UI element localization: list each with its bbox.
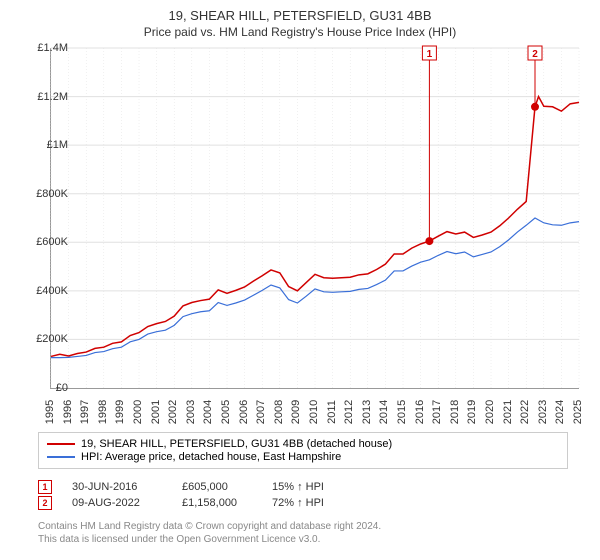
y-axis-label: £0 [23, 382, 68, 394]
legend-swatch-hpi [47, 456, 75, 458]
x-axis-label: 2015 [396, 397, 408, 427]
x-axis-label: 2012 [343, 397, 355, 427]
plot-area: 12 [50, 48, 579, 389]
y-axis-label: £1.4M [23, 42, 68, 54]
x-axis-label: 2001 [150, 397, 162, 427]
x-axis-label: 2021 [502, 397, 514, 427]
row-marker-2: 2 [38, 496, 52, 510]
y-axis-label: £400K [23, 285, 68, 297]
row-hpi-2: 72% ↑ HPI [272, 497, 362, 509]
x-axis-label: 2017 [431, 397, 443, 427]
x-axis-label: 2025 [572, 397, 584, 427]
transaction-rows: 1 30-JUN-2016 £605,000 15% ↑ HPI 2 09-AU… [38, 478, 362, 512]
x-axis-label: 2003 [185, 397, 197, 427]
legend-box: 19, SHEAR HILL, PETERSFIELD, GU31 4BB (d… [38, 432, 568, 469]
y-axis-label: £600K [23, 236, 68, 248]
x-axis-label: 2009 [290, 397, 302, 427]
marker-label-2: 2 [532, 49, 538, 60]
footer-line1: Contains HM Land Registry data © Crown c… [38, 520, 381, 533]
x-axis-label: 2011 [326, 397, 338, 427]
x-axis-label: 2023 [537, 397, 549, 427]
legend-row-subject: 19, SHEAR HILL, PETERSFIELD, GU31 4BB (d… [47, 438, 559, 450]
chart-title: 19, SHEAR HILL, PETERSFIELD, GU31 4BB [0, 8, 600, 23]
y-axis-label: £1M [23, 139, 68, 151]
marker-label-1: 1 [427, 49, 433, 60]
x-axis-label: 2024 [554, 397, 566, 427]
x-axis-label: 2013 [361, 397, 373, 427]
x-axis-label: 2018 [449, 397, 461, 427]
x-axis-label: 1997 [79, 397, 91, 427]
transaction-row-2: 2 09-AUG-2022 £1,158,000 72% ↑ HPI [38, 496, 362, 510]
x-axis-label: 1995 [44, 397, 56, 427]
marker-dot-2 [531, 103, 539, 111]
y-axis-label: £200K [23, 333, 68, 345]
chart-subtitle: Price paid vs. HM Land Registry's House … [0, 25, 600, 39]
y-axis-label: £1.2M [23, 91, 68, 103]
legend-swatch-subject [47, 443, 75, 445]
row-price-1: £605,000 [182, 481, 272, 493]
row-price-2: £1,158,000 [182, 497, 272, 509]
legend-row-hpi: HPI: Average price, detached house, East… [47, 451, 559, 463]
chart-container: 19, SHEAR HILL, PETERSFIELD, GU31 4BB Pr… [0, 0, 600, 560]
x-axis-label: 2020 [484, 397, 496, 427]
row-date-1: 30-JUN-2016 [72, 481, 182, 493]
legend-label-subject: 19, SHEAR HILL, PETERSFIELD, GU31 4BB (d… [81, 438, 392, 450]
x-axis-label: 2000 [132, 397, 144, 427]
x-axis-label: 2007 [255, 397, 267, 427]
row-hpi-1: 15% ↑ HPI [272, 481, 362, 493]
marker-dot-1 [425, 237, 433, 245]
x-axis-label: 1996 [62, 397, 74, 427]
footer-line2: This data is licensed under the Open Gov… [38, 533, 381, 546]
x-axis-label: 2022 [519, 397, 531, 427]
data-lines-svg: 12 [51, 48, 579, 388]
x-axis-label: 2016 [414, 397, 426, 427]
legend-label-hpi: HPI: Average price, detached house, East… [81, 451, 341, 463]
x-axis-label: 2004 [202, 397, 214, 427]
x-axis-label: 2010 [308, 397, 320, 427]
x-axis-label: 2019 [466, 397, 478, 427]
x-axis-label: 2006 [238, 397, 250, 427]
transaction-row-1: 1 30-JUN-2016 £605,000 15% ↑ HPI [38, 480, 362, 494]
x-axis-label: 2005 [220, 397, 232, 427]
title-block: 19, SHEAR HILL, PETERSFIELD, GU31 4BB Pr… [0, 0, 600, 39]
x-axis-label: 2014 [378, 397, 390, 427]
footer-text: Contains HM Land Registry data © Crown c… [38, 520, 381, 546]
x-axis-label: 2002 [167, 397, 179, 427]
y-axis-label: £800K [23, 188, 68, 200]
x-axis-label: 2008 [273, 397, 285, 427]
x-axis-label: 1999 [114, 397, 126, 427]
x-axis-label: 1998 [97, 397, 109, 427]
row-date-2: 09-AUG-2022 [72, 497, 182, 509]
row-marker-1: 1 [38, 480, 52, 494]
